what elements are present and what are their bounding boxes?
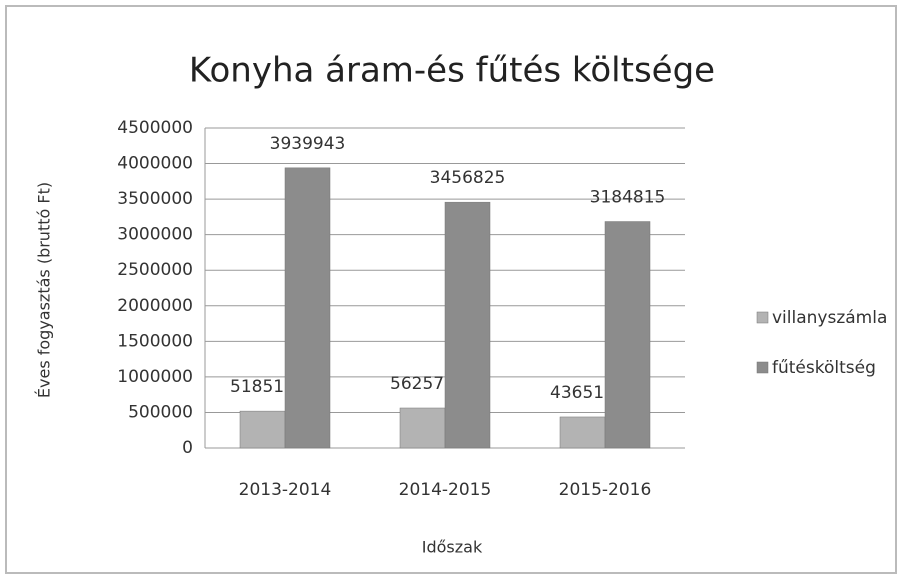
y-tick-label: 1500000 <box>117 331 193 351</box>
y-tick-label: 4500000 <box>117 118 193 138</box>
y-tick-label: 1000000 <box>117 367 193 387</box>
y-tick-label: 3500000 <box>117 189 193 209</box>
y-tick-label: 2500000 <box>117 260 193 280</box>
bar <box>284 167 331 449</box>
data-label: 3939943 <box>270 134 346 154</box>
bar <box>604 221 651 449</box>
y-tick-label: 0 <box>182 438 193 458</box>
x-tick-label: 2014-2015 <box>399 480 492 500</box>
y-tick-label: 4000000 <box>117 154 193 174</box>
x-tick-label: 2013-2014 <box>239 480 332 500</box>
data-label: 3184815 <box>590 188 666 208</box>
bar <box>239 410 286 449</box>
bar <box>399 407 446 449</box>
data-label: 436516 <box>550 383 615 403</box>
x-axis-label: Időszak <box>422 538 483 557</box>
legend-swatch <box>756 361 769 374</box>
bar <box>444 201 491 449</box>
legend-label: villanyszámla <box>772 308 887 328</box>
x-tick-label: 2015-2016 <box>559 480 652 500</box>
data-label: 562578 <box>390 374 455 394</box>
data-label: 3456825 <box>430 168 506 188</box>
y-tick-label: 2000000 <box>117 296 193 316</box>
bar <box>559 416 606 449</box>
y-tick-label: 3000000 <box>117 225 193 245</box>
chart-title: Konyha áram-és fűtés költsége <box>189 51 715 91</box>
y-axis-label: Éves fogyasztás (bruttó Ft) <box>35 182 54 398</box>
legend-swatch <box>756 311 769 324</box>
y-tick-label: 500000 <box>128 402 193 422</box>
legend-label: fűtésköltség <box>772 358 876 378</box>
data-label: 518516 <box>230 377 295 397</box>
